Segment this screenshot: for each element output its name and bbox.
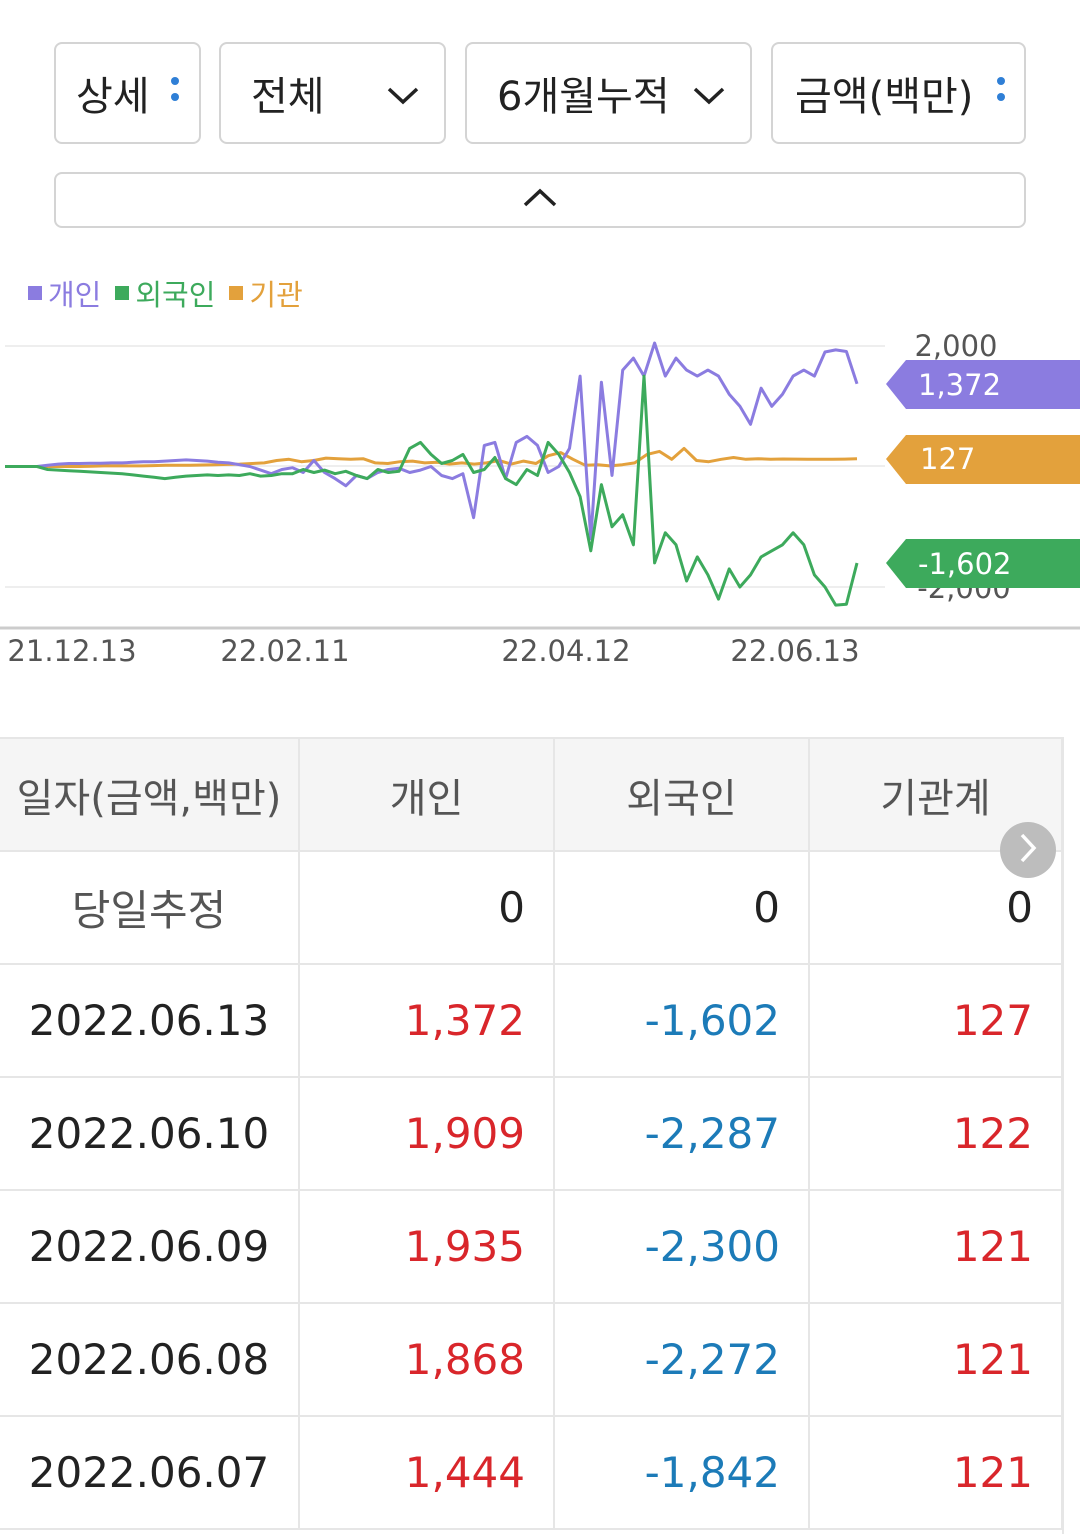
badge-foreign: -1,602	[886, 539, 1080, 588]
table-row: 2022.06.07 1,444 -1,842 121	[0, 1415, 1063, 1530]
legend-label-foreign: 외국인	[135, 278, 216, 312]
row-individual: 1,909	[299, 1076, 555, 1191]
row-individual: 1,935	[299, 1189, 555, 1304]
row-date: 2022.06.10	[0, 1076, 300, 1191]
table-row-estimate: 당일추정 0 0 0	[0, 850, 1063, 965]
x-tick-label: 22.04.12	[501, 634, 630, 668]
row-date: 2022.06.09	[0, 1189, 300, 1304]
series-line-individual	[5, 341, 859, 541]
estimate-label: 당일추정	[0, 850, 300, 965]
row-foreign: -2,300	[554, 1189, 810, 1304]
table-row: 2022.06.08 1,868 -2,272 121	[0, 1302, 1063, 1417]
legend-item-individual: 개인	[28, 272, 101, 314]
chart-series-group	[5, 341, 859, 607]
legend-item-foreign: 외국인	[115, 272, 215, 314]
x-tick-label: 22.06.13	[730, 634, 859, 668]
row-individual: 1,868	[299, 1302, 555, 1417]
row-institution: 121	[809, 1302, 1063, 1417]
legend-label-individual: 개인	[48, 278, 102, 312]
legend-label-institution: 기관	[249, 278, 303, 312]
scope-select[interactable]: 전체	[219, 42, 446, 144]
investor-table: 일자(금액,백만) 개인 외국인 기관계 당일추정 0 0 0 2022.06.…	[0, 737, 1063, 1530]
row-date: 2022.06.08	[0, 1302, 300, 1417]
table-header-row: 일자(금액,백만) 개인 외국인 기관계	[0, 737, 1063, 852]
row-date: 2022.06.07	[0, 1415, 300, 1530]
row-foreign: -2,272	[554, 1302, 810, 1417]
header-individual: 개인	[299, 737, 555, 852]
badge-individual: 1,372	[886, 360, 1080, 409]
badge-institution: 127	[886, 435, 1080, 484]
unit-label: 금액(백만)	[795, 74, 974, 120]
x-tick-label: 22.02.11	[220, 634, 349, 668]
row-foreign: -1,842	[554, 1415, 810, 1530]
more-dots-icon	[996, 70, 1006, 116]
chevron-up-icon	[522, 187, 558, 213]
row-institution: 122	[809, 1076, 1063, 1191]
series-line-foreign	[5, 374, 859, 607]
row-foreign: -2,287	[554, 1076, 810, 1191]
table-next-column-edge	[1062, 737, 1080, 1534]
estimate-foreign: 0	[554, 850, 810, 965]
legend-swatch-foreign	[115, 286, 130, 300]
row-individual: 1,444	[299, 1415, 555, 1530]
header-foreign: 외국인	[554, 737, 810, 852]
unit-select[interactable]: 금액(백만)	[771, 42, 1026, 144]
collapse-button[interactable]	[54, 172, 1026, 228]
estimate-individual: 0	[299, 850, 555, 965]
row-institution: 121	[809, 1415, 1063, 1530]
table-row: 2022.06.13 1,372 -1,602 127	[0, 963, 1063, 1078]
legend-swatch-individual	[28, 286, 42, 300]
row-institution: 121	[809, 1189, 1063, 1304]
legend-item-institution: 기관	[229, 272, 303, 314]
detail-select[interactable]: 상세	[54, 42, 201, 144]
table-row: 2022.06.10 1,909 -2,287 122	[0, 1076, 1063, 1191]
row-individual: 1,372	[299, 963, 555, 1078]
x-tick-label: 21.12.13	[7, 634, 136, 668]
legend-swatch-institution	[229, 286, 244, 300]
badge-individual-label: 1,372	[918, 368, 1001, 402]
chart-legend: 개인 외국인 기관	[28, 272, 303, 314]
period-select[interactable]: 6개월누적	[465, 42, 752, 144]
detail-label: 상세	[76, 74, 150, 120]
badge-foreign-label: -1,602	[918, 547, 1012, 581]
more-dots-icon	[170, 70, 180, 116]
header-date: 일자(금액,백만)	[0, 737, 300, 852]
chevron-right-icon	[1018, 832, 1038, 868]
scope-label: 전체	[251, 74, 325, 120]
y-tick-top: 2,000	[914, 329, 997, 363]
investor-trend-chart: 2,000 -2,000 1,372 127 -1,602 21.12.13 2…	[0, 329, 1080, 668]
chevron-down-icon	[386, 70, 420, 116]
filter-bar: 상세 전체 6개월누적 금액(백만)	[0, 42, 1080, 144]
row-date: 2022.06.13	[0, 963, 300, 1078]
row-foreign: -1,602	[554, 963, 810, 1078]
period-label: 6개월누적	[497, 74, 670, 120]
series-line-institution	[5, 446, 858, 468]
table-next-button[interactable]	[1000, 822, 1056, 878]
table-row: 2022.06.09 1,935 -2,300 121	[0, 1189, 1063, 1304]
row-institution: 127	[809, 963, 1063, 1078]
badge-institution-label: 127	[920, 442, 975, 476]
chevron-down-icon	[692, 70, 726, 116]
